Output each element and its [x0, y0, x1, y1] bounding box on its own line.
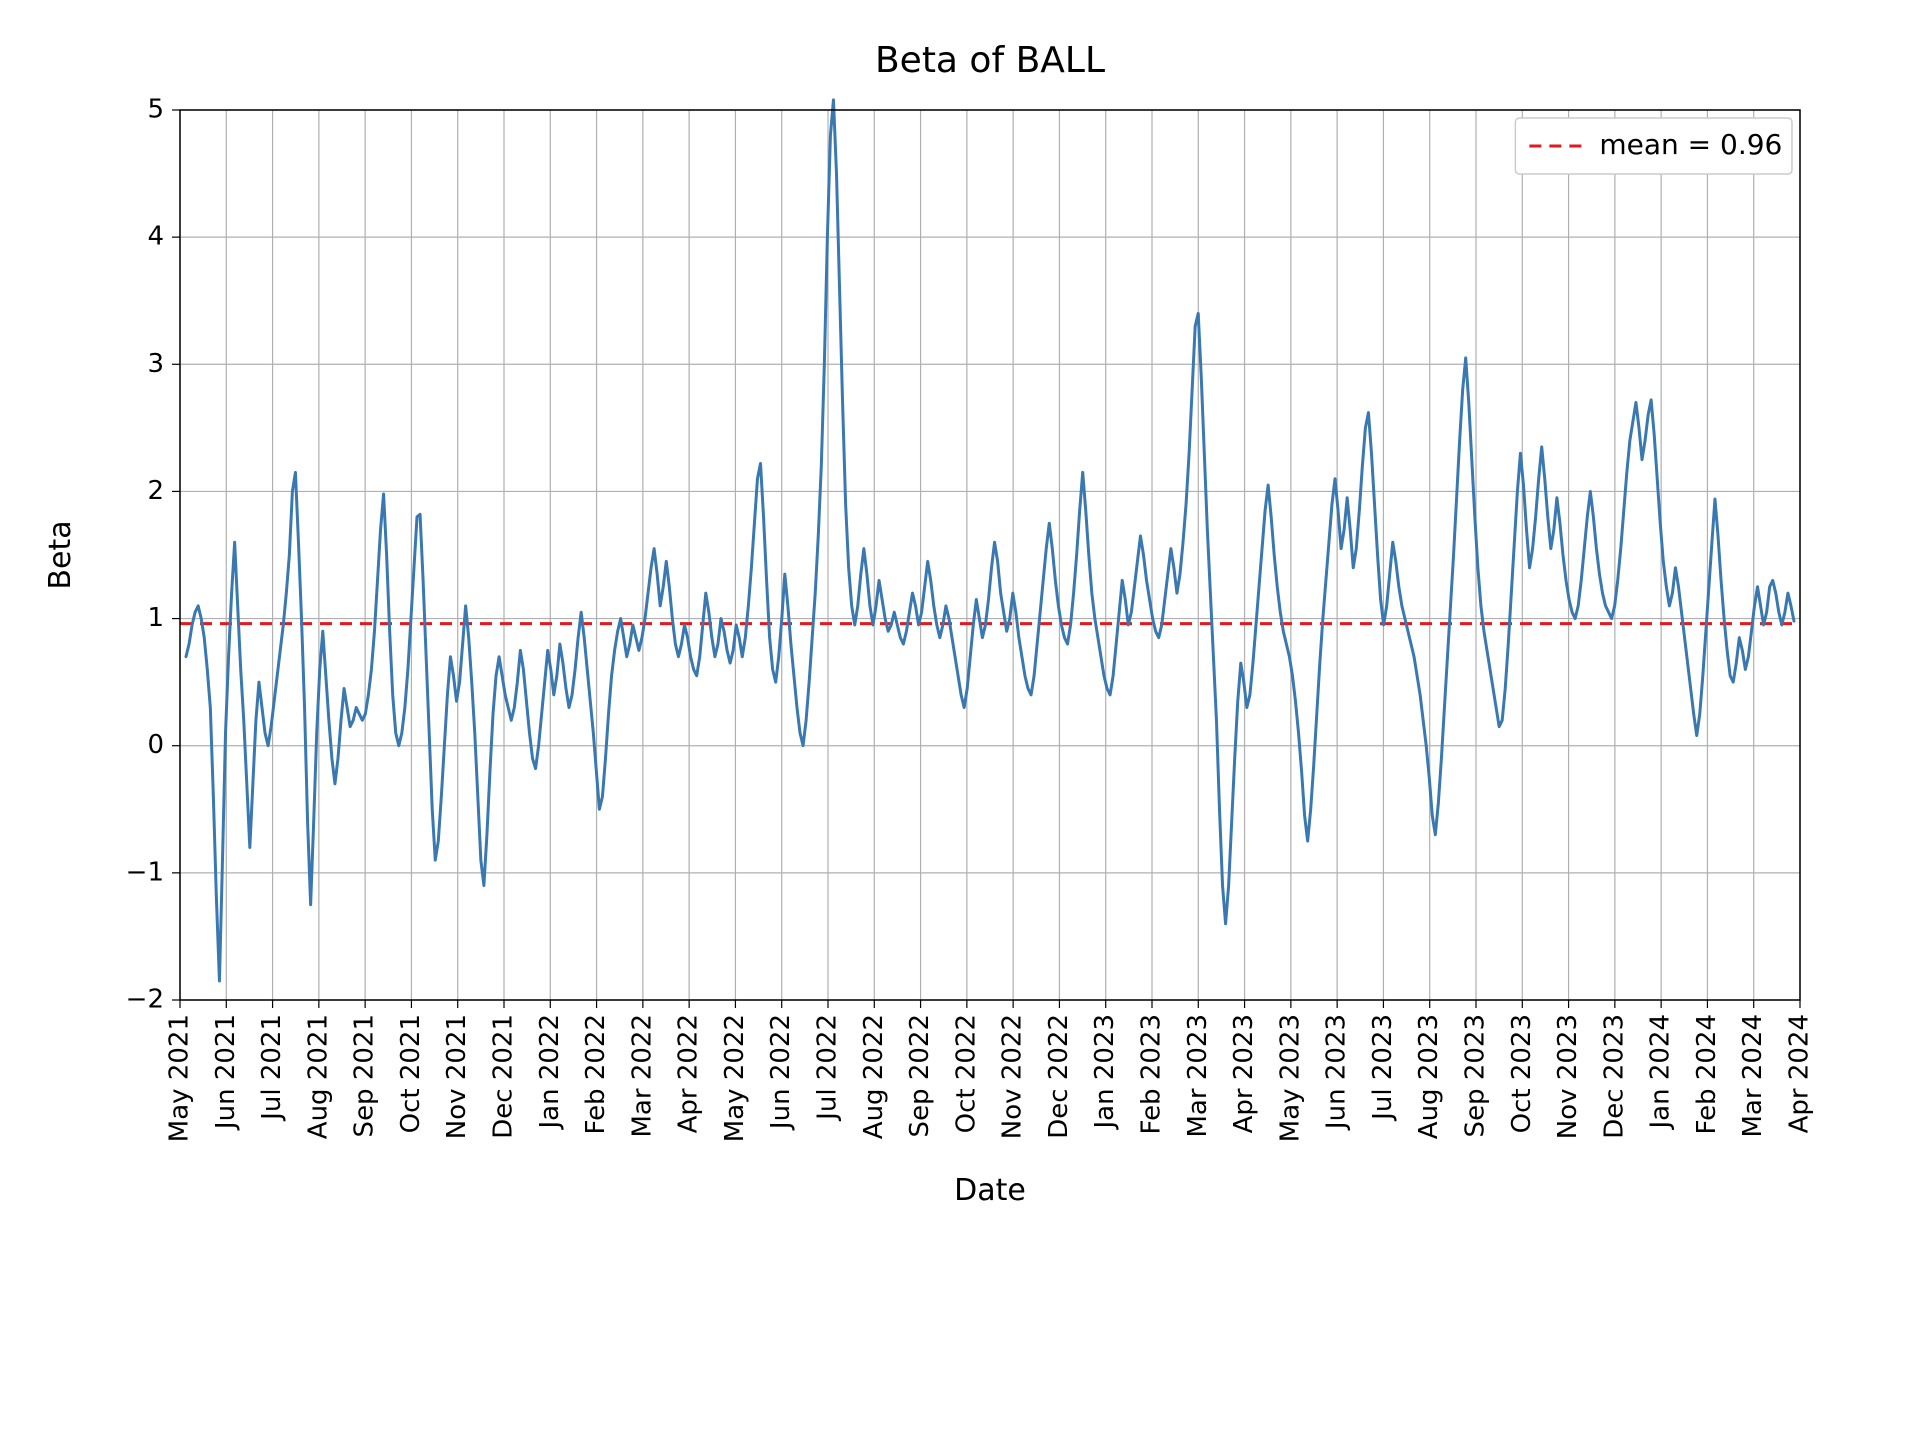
x-tick-label: Jun 2022 — [766, 1014, 796, 1131]
x-axis-label: Date — [954, 1173, 1026, 1208]
x-tick-label: Jan 2023 — [1090, 1014, 1120, 1131]
x-tick-label: Mar 2024 — [1738, 1014, 1768, 1138]
legend: mean = 0.96 — [1515, 118, 1792, 174]
x-tick-label: Jan 2024 — [1646, 1014, 1676, 1131]
x-tick-label: Dec 2021 — [489, 1014, 519, 1139]
x-tick-label: Nov 2021 — [442, 1014, 472, 1139]
y-tick-label: 0 — [147, 730, 164, 760]
x-tick-label: Feb 2023 — [1137, 1014, 1167, 1134]
x-tick-label: Jul 2023 — [1368, 1014, 1398, 1122]
x-tick-label: Oct 2021 — [396, 1014, 426, 1133]
x-tick-label: Nov 2022 — [998, 1014, 1028, 1139]
x-tick-label: Apr 2022 — [674, 1014, 704, 1133]
x-tick-label: Jan 2022 — [535, 1014, 565, 1131]
x-tick-label: Mar 2022 — [627, 1014, 657, 1138]
legend-label: mean = 0.96 — [1599, 128, 1782, 161]
y-tick-label: 5 — [147, 95, 164, 125]
y-tick-label: −1 — [126, 857, 164, 887]
x-tick-label: Aug 2022 — [859, 1014, 889, 1139]
x-tick-label: Jul 2022 — [813, 1014, 843, 1122]
x-tick-label: Dec 2023 — [1599, 1014, 1629, 1139]
chart-root: −2 −1 0 1 2 3 4 5 May 2021 Jun 2021 Jul 2021 Aug 20… — [0, 0, 1920, 1440]
y-axis-label: Beta — [43, 520, 78, 589]
x-tick-label: Jul 2021 — [257, 1014, 287, 1122]
x-tick-label: Jun 2021 — [211, 1014, 241, 1131]
y-tick-label: 3 — [147, 349, 164, 379]
y-tick-label: −2 — [126, 985, 164, 1015]
x-tick-label: May 2021 — [165, 1014, 195, 1142]
x-tick-label: Nov 2023 — [1553, 1014, 1583, 1139]
x-tick-label: May 2023 — [1275, 1014, 1305, 1142]
y-tick-label: 2 — [147, 476, 164, 506]
x-tick-label: Apr 2024 — [1785, 1014, 1815, 1133]
x-tick-label: Aug 2023 — [1414, 1014, 1444, 1139]
chart-title: Beta of BALL — [875, 40, 1105, 81]
x-tick-label: Apr 2023 — [1229, 1014, 1259, 1133]
x-tick-label: Mar 2023 — [1183, 1014, 1213, 1138]
x-tick-label: Feb 2024 — [1692, 1014, 1722, 1134]
chart-svg: −2 −1 0 1 2 3 4 5 May 2021 Jun 2021 Jul 2021 Aug 20… — [0, 0, 1920, 1440]
y-tick-label: 1 — [147, 603, 164, 633]
x-tick-label: Sep 2022 — [905, 1014, 935, 1137]
y-tick-label: 4 — [147, 222, 164, 252]
x-tick-label: Sep 2023 — [1461, 1014, 1491, 1137]
x-tick-label: Aug 2021 — [303, 1014, 333, 1139]
x-tick-label: Dec 2022 — [1044, 1014, 1074, 1139]
x-tick-label: Sep 2021 — [350, 1014, 380, 1137]
x-tick-label: Jun 2023 — [1322, 1014, 1352, 1131]
x-tick-label: May 2022 — [720, 1014, 750, 1142]
x-tick-label: Feb 2022 — [581, 1014, 611, 1134]
x-tick-label: Oct 2022 — [951, 1014, 981, 1133]
x-tick-label: Oct 2023 — [1507, 1014, 1537, 1133]
